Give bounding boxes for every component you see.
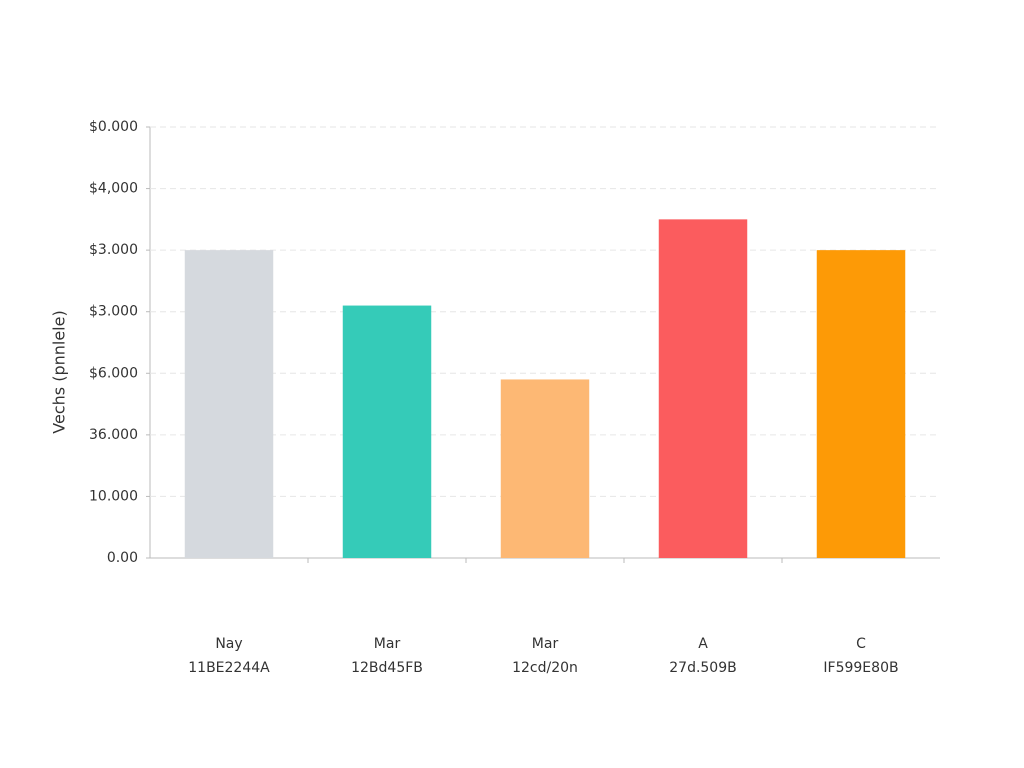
x-tick-code: 11BE2244A	[188, 660, 270, 676]
bar	[500, 379, 590, 558]
y-tick-label: $4,000	[89, 181, 138, 197]
x-tick-label: C	[856, 636, 866, 652]
bar	[342, 305, 432, 558]
y-tick-label: $3.000	[89, 242, 138, 258]
x-tick-code: 12Bd45FB	[351, 660, 423, 676]
y-tick-label: 36.000	[89, 427, 138, 443]
x-tick-label: Nay	[215, 636, 242, 652]
x-tick-label: Mar	[374, 636, 401, 652]
y-tick-label: 10.000	[89, 488, 138, 504]
x-tick-code: 27d.509B	[669, 660, 736, 676]
bar	[816, 250, 906, 558]
y-tick-label: 0.00	[107, 550, 138, 566]
y-tick-label: $0.000	[89, 119, 138, 135]
bar	[658, 219, 748, 558]
x-tick-code: 12cd/20n	[512, 660, 578, 676]
y-axis-label: Vechs (pnnlele)	[50, 310, 69, 433]
x-tick-code: IF599E80B	[823, 660, 898, 676]
bar	[184, 250, 274, 558]
y-tick-label: $3.000	[89, 304, 138, 320]
y-tick-label: $6.000	[89, 365, 138, 381]
x-tick-label: Mar	[532, 636, 559, 652]
x-tick-label: A	[698, 636, 708, 652]
